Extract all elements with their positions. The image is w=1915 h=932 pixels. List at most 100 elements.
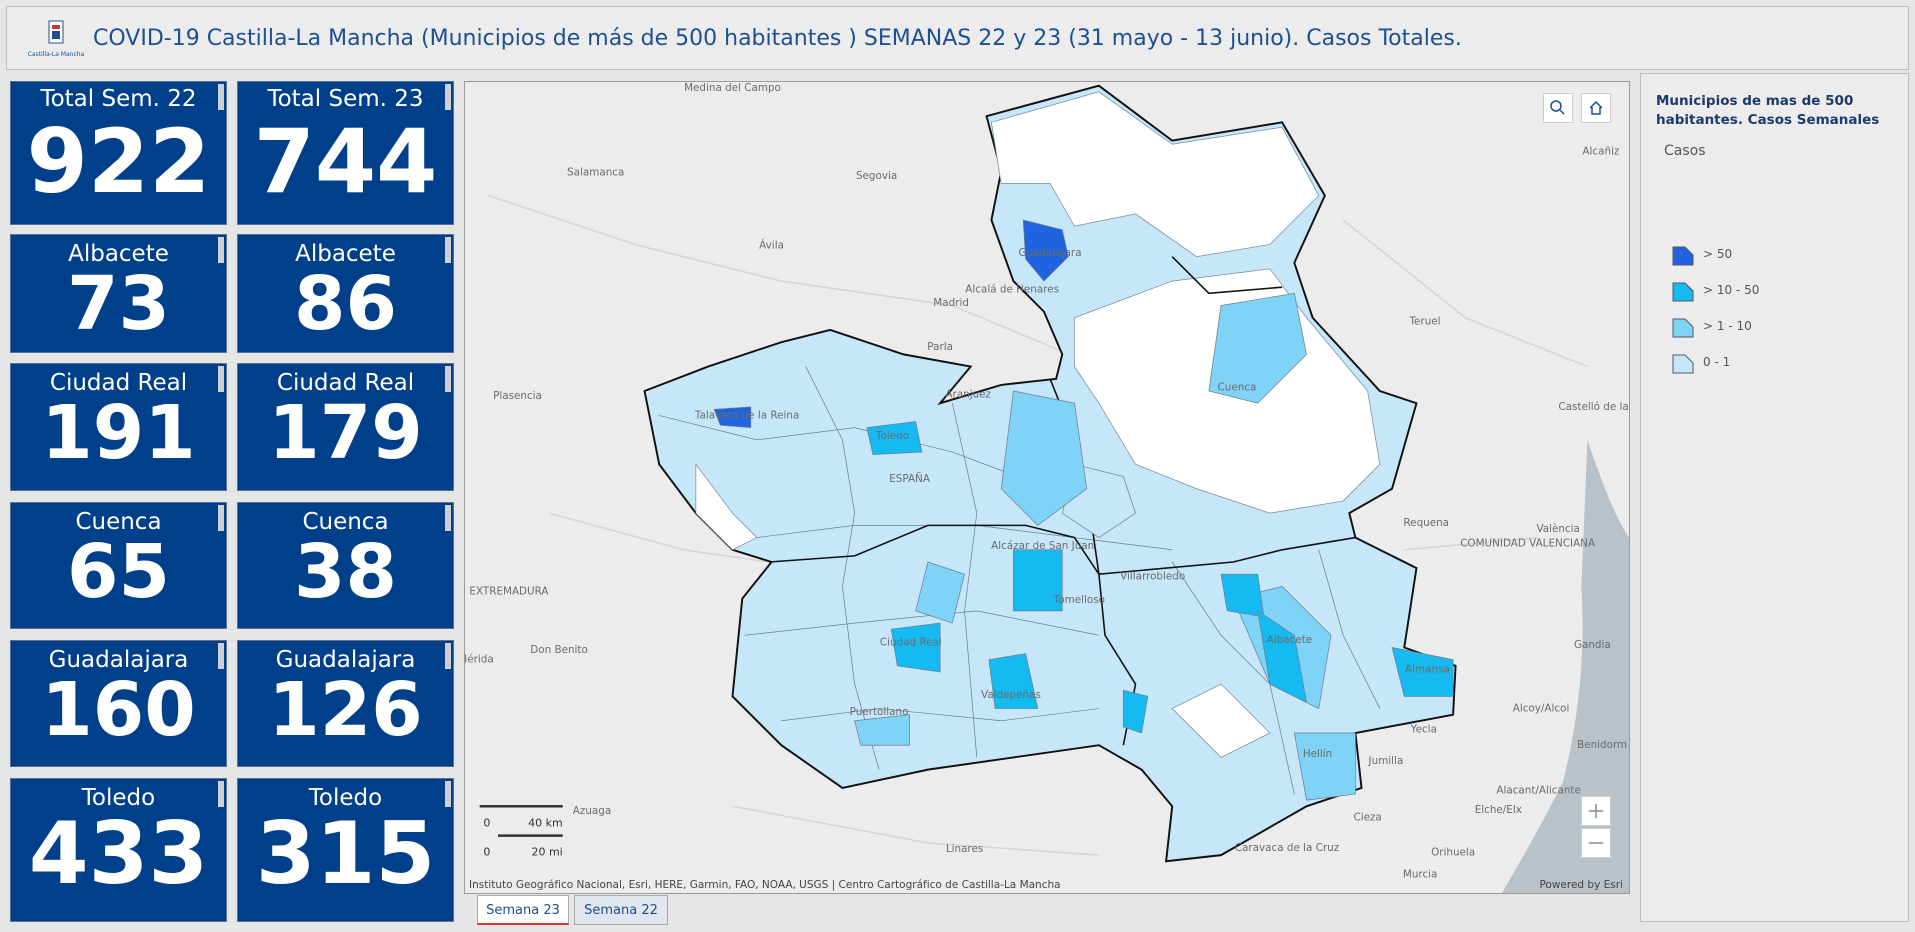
place-label: Toledo [875, 430, 909, 442]
scroll-thumb [445, 505, 451, 531]
municipality [1257, 610, 1308, 704]
place-label: Salamanca [567, 166, 624, 178]
indicator-value: 922 [26, 110, 211, 213]
indicator-label: Ciudad Real [276, 370, 415, 396]
legend-field: Casos [1664, 143, 1706, 159]
indicator-value: 744 [253, 110, 438, 213]
place-label: Alcañiz [1582, 146, 1619, 158]
municipality [1013, 549, 1063, 612]
place-label: Hellín [1303, 748, 1332, 760]
place-label: Segovia [856, 170, 897, 182]
legend-swatch-shape [1672, 318, 1694, 338]
zoom-in-button[interactable] [1581, 796, 1611, 826]
place-label: Alcázar de San Juan [991, 540, 1094, 552]
indicator-tile: Total Sem. 22 922 [10, 81, 227, 225]
place-label: Orihuela [1431, 847, 1475, 859]
indicator-label: Toledo [81, 785, 156, 811]
scroll-thumb [445, 781, 451, 807]
search-button[interactable] [1543, 93, 1573, 123]
indicator-label: Toledo [308, 785, 383, 811]
scroll-thumb [445, 643, 451, 669]
zoom-out-button[interactable] [1581, 828, 1611, 858]
legend-title: Municipios de mas de 500 habitantes. Cas… [1656, 93, 1880, 128]
scroll-thumb [218, 781, 224, 807]
legend-swatch [1672, 318, 1694, 338]
indicator-label: Guadalajara [48, 647, 189, 673]
scale-label: 0 [483, 816, 490, 829]
municipality [915, 561, 965, 624]
logo [48, 20, 64, 44]
map[interactable]: Medina del Campo Salamanca Segovia Ávila Mad… [464, 81, 1630, 894]
indicator-label: Cuenca [302, 509, 389, 535]
municipality [1000, 390, 1088, 526]
indicator-value: 65 [67, 529, 170, 615]
scroll-thumb [445, 366, 451, 392]
attribution: Instituto Geográfico Nacional, Esri, HER… [469, 879, 1061, 891]
place-label: Benidorm [1577, 739, 1627, 751]
indicator-label: Albacete [295, 241, 396, 267]
map-canvas[interactable]: Medina del Campo Salamanca Segovia Ávila Mad… [465, 82, 1629, 893]
legend-label: > 10 - 50 [1703, 283, 1760, 297]
scroll-thumb [445, 84, 451, 110]
place-label: Alcalá de Henares [965, 284, 1059, 296]
place-label: Elche/Elx [1475, 804, 1522, 816]
legend-label: > 1 - 10 [1703, 319, 1752, 333]
place-label: Parla [927, 341, 953, 353]
home-button[interactable] [1581, 93, 1611, 123]
indicator-label: Total Sem. 22 [40, 86, 197, 112]
municipality [988, 653, 1039, 709]
municipality [1208, 292, 1307, 404]
place-label: Caravaca de la Cruz [1235, 842, 1339, 854]
indicator-tile: Toledo 315 [237, 778, 454, 922]
place-label: Cieza [1353, 811, 1381, 823]
legend-label: 0 - 1 [1703, 355, 1731, 369]
place-label: València [1536, 523, 1579, 535]
legend-swatch-shape [1672, 354, 1694, 374]
legend-swatch [1672, 246, 1694, 266]
place-label: Tomelloso [1053, 594, 1105, 606]
place-label: Murcia [1403, 869, 1438, 881]
place-label: Ciudad Real [880, 637, 942, 649]
tab[interactable]: Semana 23 [477, 895, 569, 925]
indicator-value: 126 [268, 667, 423, 753]
logo-text: Castilla-La Mancha [27, 51, 85, 58]
place-label: Alcoy/Alcoi [1513, 703, 1570, 715]
powered-by: Powered by Esri [1539, 879, 1623, 891]
header: Castilla-La Mancha COVID-19 Castilla-La … [6, 6, 1909, 70]
indicator-label: Cuenca [75, 509, 162, 535]
indicator-tile: Albacete 86 [237, 234, 454, 353]
place-label: ESPAÑA [889, 472, 931, 485]
tab[interactable]: Semana 22 [574, 895, 668, 925]
legend-swatch-shape [1672, 246, 1694, 266]
place-label: Gandia [1574, 639, 1611, 651]
indicator-label: Total Sem. 23 [267, 86, 424, 112]
indicator-value: 179 [268, 390, 423, 476]
scroll-thumb [445, 237, 451, 263]
municipality [713, 406, 752, 429]
indicator-label: Ciudad Real [49, 370, 188, 396]
place-label: Guadalajara [1019, 247, 1082, 259]
place-label: Madrid [933, 297, 969, 309]
scroll-thumb [218, 366, 224, 392]
place-label: Almansa [1405, 663, 1450, 675]
place-label: Azuaga [573, 805, 611, 817]
municipality [854, 714, 910, 746]
municipality [1122, 689, 1149, 734]
scroll-thumb [218, 643, 224, 669]
legend-label: > 50 [1703, 247, 1733, 261]
place-label: Aranjuez [945, 389, 991, 401]
indicator-tile: Toledo 433 [10, 778, 227, 922]
place-label: Talavera de la Reina [694, 409, 799, 421]
indicator-tile: Cuenca 38 [237, 502, 454, 629]
indicator-tile: Ciudad Real 191 [10, 363, 227, 491]
place-label: Ávila [759, 239, 784, 252]
indicator-label: Guadalajara [275, 647, 416, 673]
place-label: Medina del Campo [684, 82, 781, 94]
scale-label: 20 mi [531, 846, 562, 859]
indicator-value: 160 [41, 667, 196, 753]
indicator-value: 86 [294, 261, 397, 347]
municipality [1022, 219, 1069, 282]
scale-label: 0 [483, 846, 490, 859]
indicator-tile: Cuenca 65 [10, 502, 227, 629]
